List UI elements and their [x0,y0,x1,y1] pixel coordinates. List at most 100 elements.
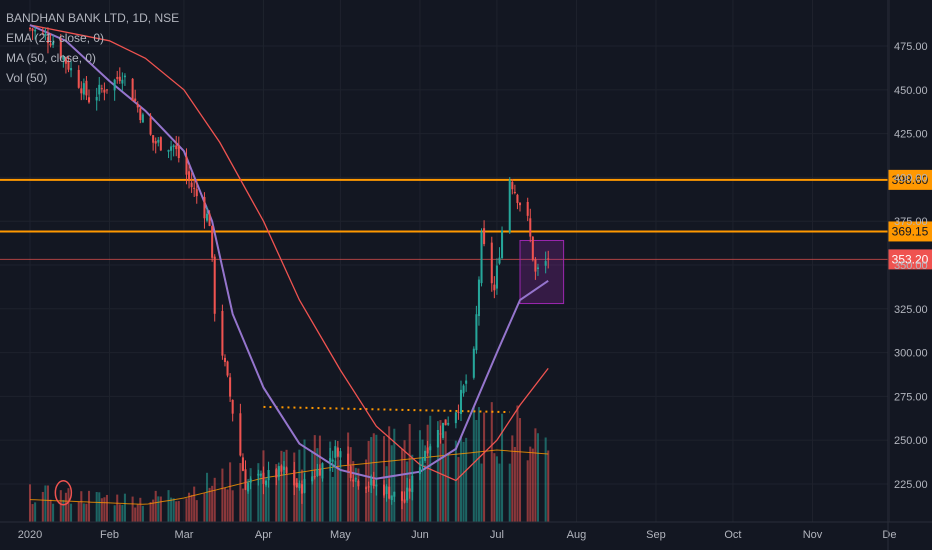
last-price-label: 353.20 [892,252,929,266]
candle-body [267,469,270,481]
volume-bar [462,441,465,522]
volume-bar [70,503,73,522]
volume-bar [367,440,370,522]
candle-body [264,480,268,486]
symbol-title[interactable]: BANDHAN BANK LTD, 1D, NSE [6,11,180,25]
candle-body [511,181,514,190]
volume-bar [46,485,49,522]
volume-bar [347,432,350,522]
volume-bar [536,433,539,522]
volume-bar [354,467,357,522]
candle-body [31,28,34,31]
volume-bar [62,499,65,522]
candle-body [526,201,529,216]
candle-body [454,412,457,424]
volume-bar [513,446,516,522]
volume-bar [547,450,550,522]
candle-body [462,385,465,394]
candle-body [421,457,424,467]
candle-body [28,28,32,30]
candle-body [185,156,188,175]
candle-body [247,482,250,492]
candle-body [457,411,460,413]
candle-body [334,446,337,458]
candle-body [316,469,319,477]
candle-body [465,380,468,384]
y-tick-label: 375.00 [894,216,928,228]
candle-body [190,182,193,188]
volume-bar [149,502,152,522]
candle-body [226,361,229,376]
candle-body [495,265,498,289]
candle-body [213,256,216,314]
candle-body [67,61,70,70]
price-levels: 398.60 369.15 353.20 [0,169,932,270]
volume-bar [544,437,547,522]
candle-body [501,230,504,259]
volume-bar [483,412,486,522]
candle-body [313,476,316,478]
ma-legend[interactable]: MA (50, close, 0) [6,51,97,65]
candle-body [80,88,83,94]
candle-body [406,487,409,501]
volume-bar [203,492,206,522]
candle-body [123,75,126,78]
volume-bar [493,453,496,522]
volume-bar [105,494,108,522]
candle-body [175,145,178,150]
x-tick-label: Apr [255,529,272,541]
volume-bar [136,504,139,522]
volume-bar [277,467,280,522]
candle-body [439,433,442,435]
candle-body [139,108,142,121]
candle-body [516,194,519,203]
volume-bar [426,424,429,522]
volume-bar [349,447,352,522]
volume-bar [157,496,160,522]
x-tick-label: Jun [411,529,429,541]
volume-bar [190,494,193,522]
candle-body [121,79,124,84]
candle-body [70,68,73,71]
annotations [54,239,565,506]
volume-bar [175,501,178,522]
volume-bar [508,463,511,522]
volume-bar [82,503,85,522]
candle-body [113,79,116,91]
volume-bar [167,490,170,522]
x-tick-label: Jul [490,529,504,541]
volume-bar [229,462,232,522]
candle-body [149,117,152,135]
candle-body [518,202,522,206]
volume-bar [529,446,532,522]
volume-bar [390,445,393,522]
volume-bar [87,490,91,522]
volume-bar [339,460,342,522]
ema-legend[interactable]: EMA (21, close, 0) [6,31,105,45]
candle-body [459,389,463,414]
candle-body [547,258,550,260]
candle-body [152,135,155,143]
candle-body [100,88,103,90]
candle-body [534,259,537,272]
candle-body [257,473,260,476]
candle-body [385,486,388,495]
volume-bar [41,491,44,522]
volume-bar [459,437,463,522]
last-price-badge [888,249,932,270]
candle-body [241,457,244,471]
candle-body [436,429,439,448]
volume-bar [193,486,196,522]
candle-body [52,42,55,46]
volume-bar [85,503,88,522]
vol-legend[interactable]: Vol (50) [6,71,48,85]
volume-bar [511,435,514,522]
volume-bar [334,460,337,522]
candle-body [208,213,211,226]
candle-body [311,476,314,482]
volume-bar [113,505,116,522]
candle-body [354,478,357,480]
volume-bar [331,476,334,522]
candle-body [544,261,547,266]
